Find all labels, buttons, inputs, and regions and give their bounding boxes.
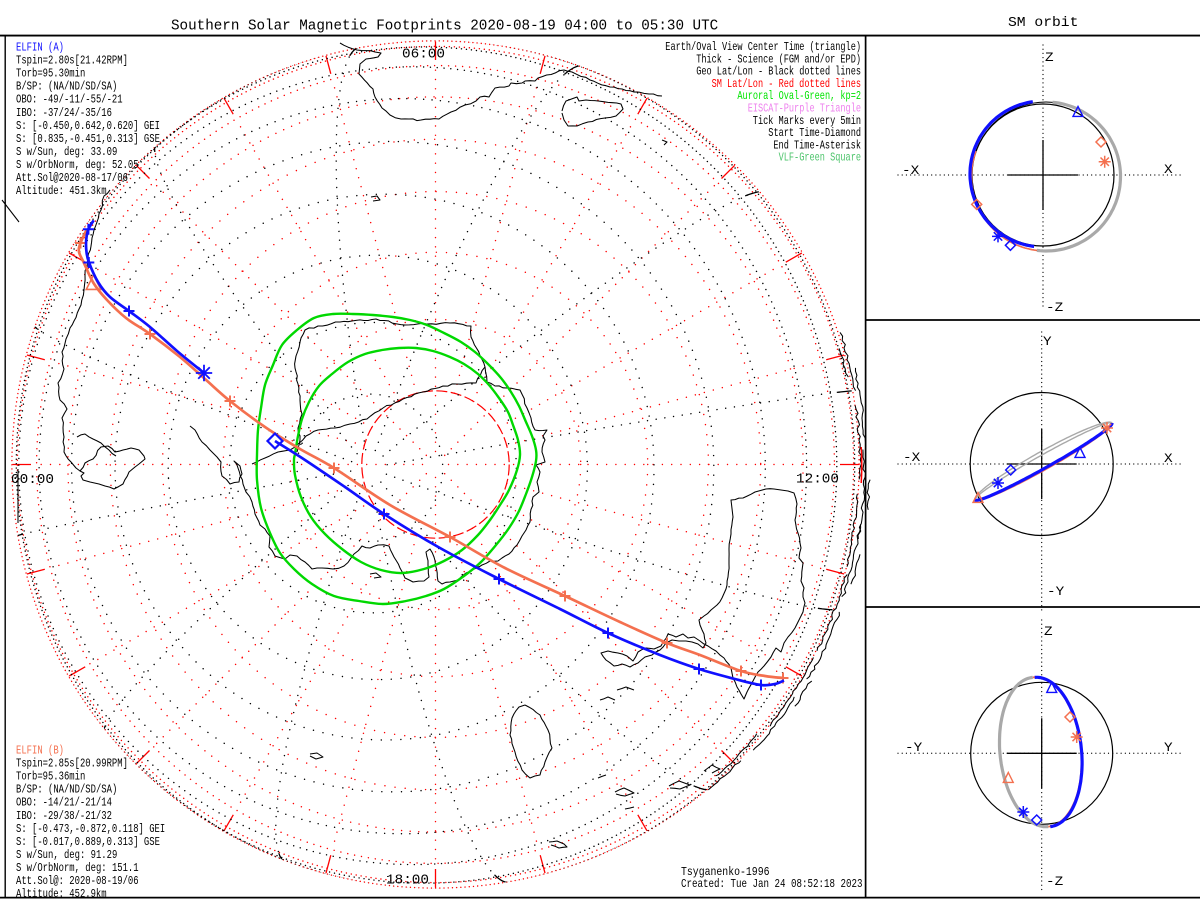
svg-text:00:00: 00:00 [11, 473, 54, 488]
svg-text:X: X [1164, 162, 1173, 177]
svg-text:OBO: -49/-11/-55/-21: OBO: -49/-11/-55/-21 [16, 94, 123, 107]
svg-text:Tspin=2.85s[20.99RPM]: Tspin=2.85s[20.99RPM] [16, 758, 128, 771]
svg-text:Z: Z [1045, 50, 1054, 65]
svg-text:S: [-0.017,0.889,0.313] GSE: S: [-0.017,0.889,0.313] GSE [16, 836, 160, 849]
svg-text:Z: Z [1044, 624, 1053, 639]
svg-text:Tick Marks every 5min: Tick Marks every 5min [753, 115, 861, 128]
svg-text:S w/Sun, deg: 91.29: S w/Sun, deg: 91.29 [16, 849, 117, 862]
svg-text:Southern Solar Magnetic Footpr: Southern Solar Magnetic Footprints 2020-… [171, 17, 718, 35]
svg-text:Thick - Science (FGM and/or EP: Thick - Science (FGM and/or EPD) [696, 53, 861, 66]
svg-text:-X: -X [902, 163, 919, 178]
svg-text:SM Lat/Lon - Red dotted lines: SM Lat/Lon - Red dotted lines [712, 78, 861, 91]
svg-text:S w/OrbNorm, deg: 151.1: S w/OrbNorm, deg: 151.1 [16, 862, 139, 875]
svg-text:12:00: 12:00 [796, 473, 839, 488]
svg-text:ELFIN (A): ELFIN (A) [16, 42, 64, 55]
svg-text:End Time-Asterisk: End Time-Asterisk [773, 139, 861, 152]
svg-text:ELFIN (B): ELFIN (B) [16, 745, 64, 758]
svg-text:-Y: -Y [905, 740, 922, 755]
svg-text:OBO: -14/21/-21/14: OBO: -14/21/-21/14 [16, 797, 112, 810]
svg-text:S w/OrbNorm, deg: 52.05: S w/OrbNorm, deg: 52.05 [16, 159, 139, 172]
svg-text:06:00: 06:00 [402, 48, 445, 63]
svg-text:S: [-0.473,-0.872,0.118] GEI: S: [-0.473,-0.872,0.118] GEI [16, 823, 165, 836]
svg-text:Start Time-Diamond: Start Time-Diamond [768, 127, 861, 140]
svg-text:IBO: -29/38/-21/32: IBO: -29/38/-21/32 [16, 810, 112, 823]
svg-text:SM orbit: SM orbit [1008, 16, 1078, 31]
svg-text:Earth/Oval View Center Time (t: Earth/Oval View Center Time (triangle) [665, 41, 861, 54]
svg-text:Auroral Oval-Green, kp=2: Auroral Oval-Green, kp=2 [737, 90, 861, 103]
svg-text:IBO: -37/24/-35/16: IBO: -37/24/-35/16 [16, 107, 112, 120]
svg-text:Tspin=2.80s[21.42RPM]: Tspin=2.80s[21.42RPM] [16, 55, 128, 68]
svg-text:Altitude: 451.3km: Altitude: 451.3km [16, 185, 107, 198]
svg-text:-Z: -Z [1046, 874, 1063, 889]
svg-text:EISCAT-Purple Triangle: EISCAT-Purple Triangle [748, 103, 861, 116]
svg-text:Att.Sol@: 2020-08-19/06: Att.Sol@: 2020-08-19/06 [16, 875, 139, 888]
svg-text:-X: -X [903, 450, 920, 465]
svg-text:S w/Sun, deg: 33.09: S w/Sun, deg: 33.09 [16, 146, 117, 159]
svg-text:-Z: -Z [1046, 300, 1063, 315]
svg-text:Geo Lat/Lon - Black dotted lin: Geo Lat/Lon - Black dotted lines [696, 66, 861, 79]
svg-text:X: X [1164, 451, 1173, 466]
svg-text:Altitude: 452.9km: Altitude: 452.9km [16, 888, 107, 900]
svg-text:Tsyganenko-1996: Tsyganenko-1996 [681, 866, 770, 879]
svg-text:S: [-0.450,0.642,0.620] GEI: S: [-0.450,0.642,0.620] GEI [16, 120, 160, 133]
svg-text:B/SP: (NA/ND/SD/SA): B/SP: (NA/ND/SD/SA) [16, 81, 117, 94]
svg-text:-Y: -Y [1047, 584, 1064, 599]
svg-text:Y: Y [1164, 740, 1173, 755]
svg-text:Torb=95.36min: Torb=95.36min [16, 771, 85, 784]
svg-text:Created: Tue Jan 24 08:52:18 2: Created: Tue Jan 24 08:52:18 2023 [681, 878, 863, 891]
svg-text:Torb=95.30min: Torb=95.30min [16, 68, 85, 81]
svg-text:B/SP: (NA/ND/SD/SA): B/SP: (NA/ND/SD/SA) [16, 784, 117, 797]
svg-text:18:00: 18:00 [386, 874, 429, 889]
svg-text:Y: Y [1043, 334, 1052, 349]
svg-text:Att.Sol@2020-08-17/06: Att.Sol@2020-08-17/06 [16, 172, 128, 185]
svg-text:S: [0.835,-0.451,0.313] GSE: S: [0.835,-0.451,0.313] GSE [16, 133, 160, 146]
svg-text:VLF-Green Square: VLF-Green Square [779, 152, 861, 165]
